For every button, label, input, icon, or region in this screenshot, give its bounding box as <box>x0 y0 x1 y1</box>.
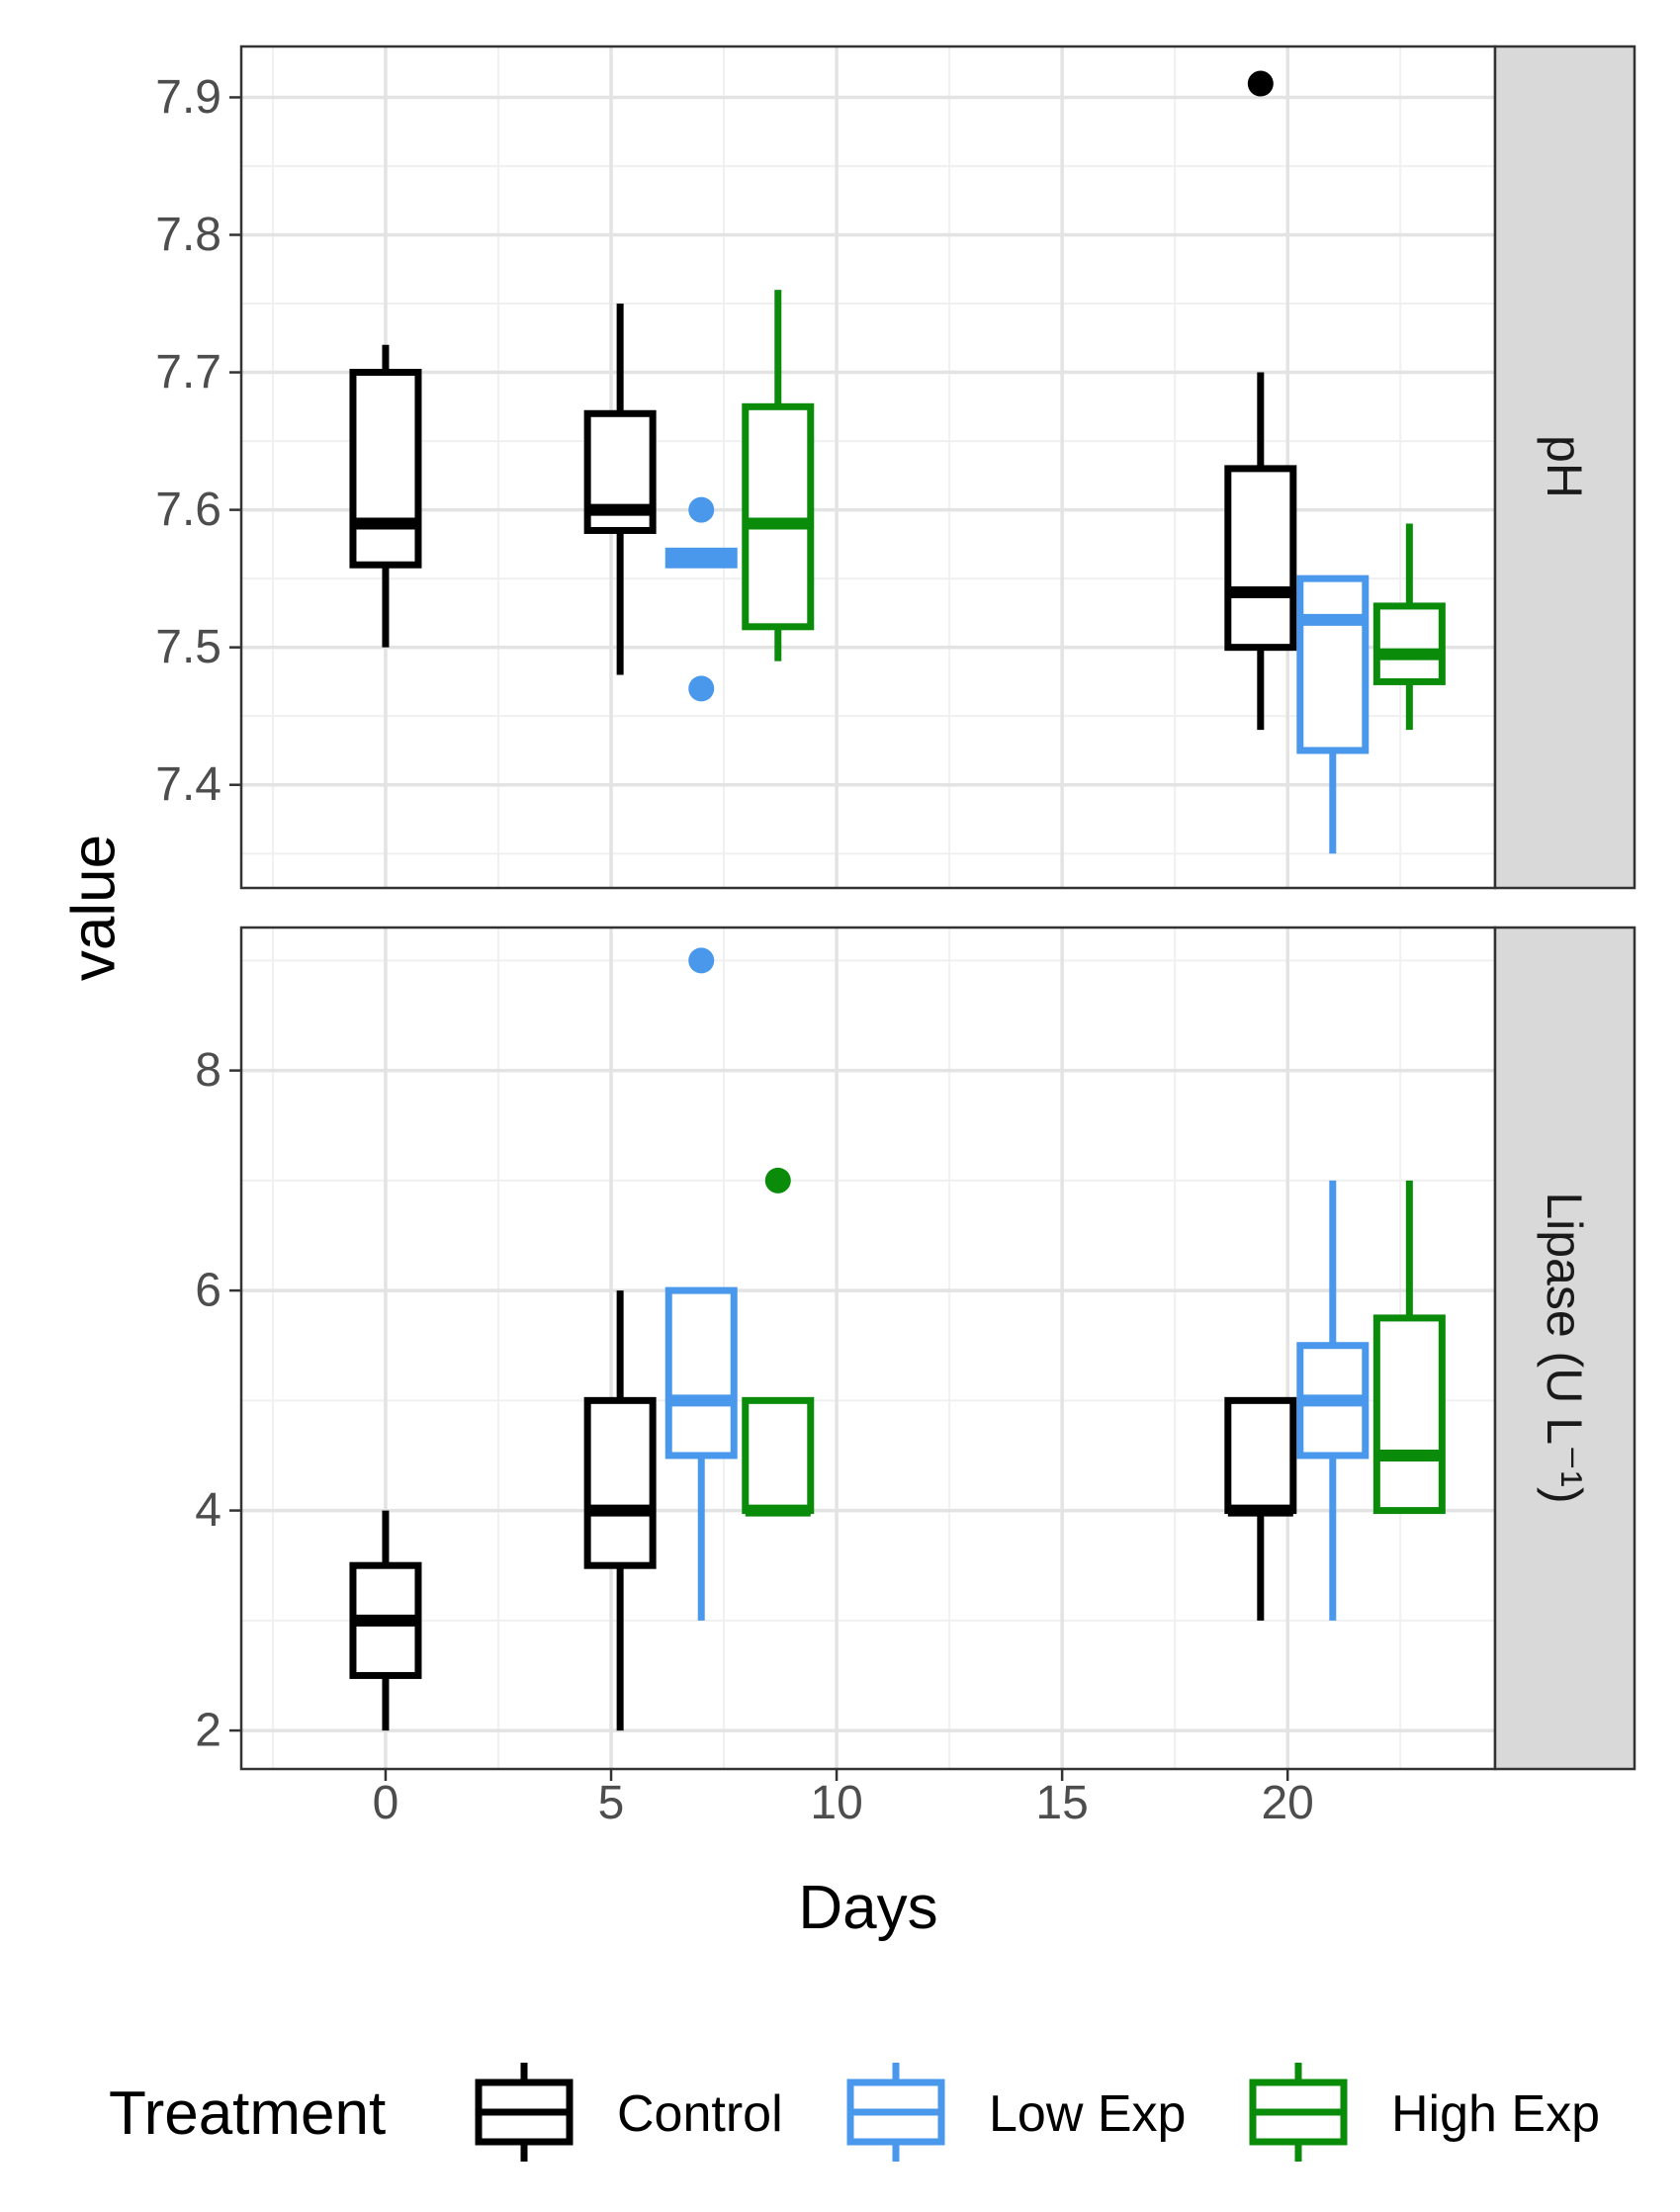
outlier-point <box>1247 70 1274 97</box>
box-iqr <box>742 402 815 631</box>
y-tick-label: 7.7 <box>155 346 221 398</box>
panel-ph-boxes <box>349 70 1446 854</box>
box-iqr <box>349 369 422 569</box>
panel-lipase-boxes <box>349 947 1446 1731</box>
y-tick-label: 7.6 <box>155 484 221 536</box>
box-lipase-low-exp-day-21 <box>1296 1180 1370 1621</box>
legend-label-control: Control <box>617 2085 783 2143</box>
panel-ph: 7.4 7.5 7.6 7.7 7.8 7.9 pH <box>155 44 1636 890</box>
panel-lipase: 2 4 6 8 Lipase (U L⁻¹) <box>195 926 1636 1771</box>
box-lipase-control-day-0 <box>349 1510 422 1731</box>
strip-ph-background <box>1493 44 1636 890</box>
box-ph-high-exp-day-22-7 <box>1372 523 1446 731</box>
outlier-point <box>688 675 715 702</box>
panel-lipase-strip: Lipase (U L⁻¹) <box>1493 926 1636 1771</box>
x-tick-label: 5 <box>598 1777 625 1829</box>
box-ph-low-exp-day-7 <box>664 496 738 702</box>
y-tick-label: 7.4 <box>155 758 221 811</box>
y-tick-label: 8 <box>195 1044 221 1097</box>
legend-label-high-exp: High Exp <box>1391 2085 1600 2143</box>
outlier-point <box>688 496 715 523</box>
box-ph-control-day-19-4 <box>1224 70 1297 731</box>
box-lipase-high-exp-day-22-7 <box>1372 1180 1446 1515</box>
legend-item-low-exp: Low Exp <box>846 2063 1186 2162</box>
x-tick-label: 0 <box>373 1777 399 1829</box>
strip-lipase-background <box>1493 926 1636 1771</box>
legend-item-control: Control <box>475 2063 783 2162</box>
strip-ph-label: pH <box>1537 435 1592 498</box>
y-axis-title: value <box>60 835 129 981</box>
box-iqr <box>1224 465 1297 652</box>
x-axis: 0 5 10 15 20 <box>373 1769 1314 1829</box>
outlier-point <box>688 947 715 974</box>
legend: Treatment Control Low Exp High Exp <box>109 2063 1600 2162</box>
box-lipase-control-day-5-2 <box>583 1290 657 1731</box>
y-tick-label: 7.9 <box>155 71 221 124</box>
box-iqr <box>1224 1396 1297 1515</box>
y-tick-label: 4 <box>195 1484 221 1537</box>
x-tick-label: 10 <box>810 1777 862 1829</box>
strip-lipase-label: Lipase (U L⁻¹) <box>1537 1192 1592 1503</box>
box-lipase-control-day-19-4 <box>1224 1396 1297 1621</box>
x-axis-title: Days <box>798 1874 937 1942</box>
legend-title: Treatment <box>109 2079 386 2148</box>
box-iqr <box>1372 602 1446 685</box>
box-iqr <box>664 1286 738 1460</box>
y-tick-label: 2 <box>195 1705 221 1757</box>
x-tick-label: 20 <box>1261 1777 1313 1829</box>
box-iqr <box>583 1396 657 1569</box>
box-iqr <box>742 1396 815 1515</box>
outlier-point <box>764 1167 791 1194</box>
legend-item-high-exp: High Exp <box>1249 2063 1600 2162</box>
y-tick-label: 7.8 <box>155 209 221 261</box>
box-ph-control-day-5-2 <box>583 304 657 675</box>
panel-lipase-gridlines <box>241 928 1495 1769</box>
y-tick-label: 6 <box>195 1265 221 1317</box>
box-iqr <box>1372 1314 1446 1515</box>
x-tick-label: 15 <box>1035 1777 1088 1829</box>
box-iqr <box>1296 575 1370 754</box>
box-lipase-low-exp-day-7 <box>664 947 738 1621</box>
panel-lipase-y-axis: 2 4 6 8 <box>195 1044 241 1757</box>
legend-label-low-exp: Low Exp <box>989 2085 1186 2143</box>
box-ph-low-exp-day-21 <box>1296 575 1370 854</box>
panel-ph-y-axis: 7.4 7.5 7.6 7.7 7.8 7.9 <box>155 71 241 811</box>
y-tick-label: 7.5 <box>155 621 221 673</box>
panel-ph-background <box>241 46 1495 888</box>
box-ph-control-day-0 <box>349 344 422 648</box>
box-lipase-high-exp-day-8-7 <box>742 1167 815 1517</box>
box-ph-high-exp-day-8-7 <box>742 290 815 662</box>
panel-ph-strip: pH <box>1493 44 1636 890</box>
